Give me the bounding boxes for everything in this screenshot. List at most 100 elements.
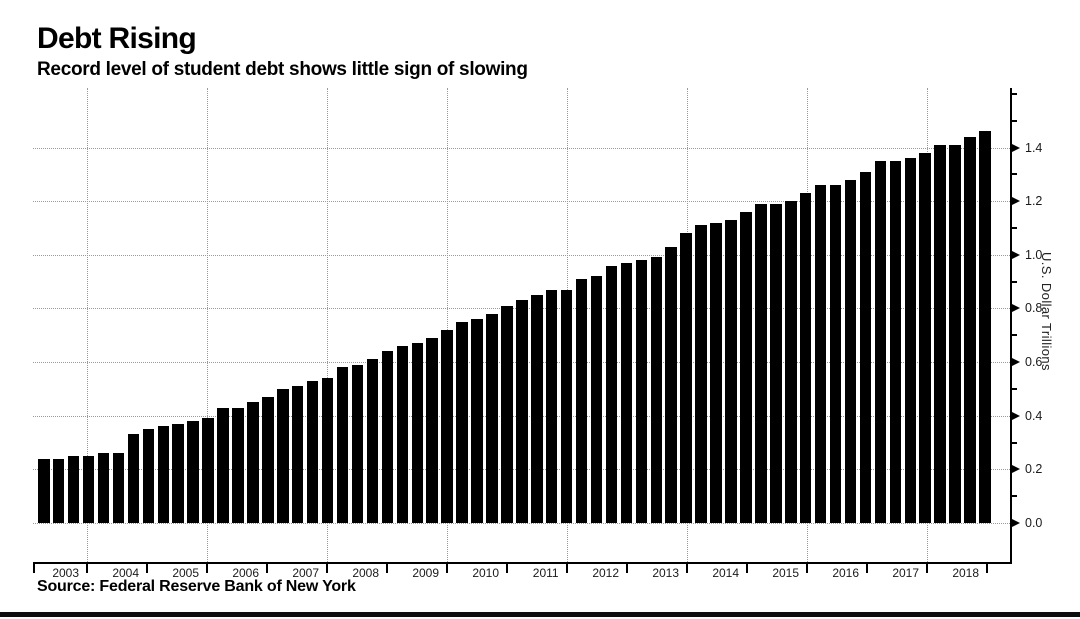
x-axis-year-label: 2010 <box>472 566 500 580</box>
bar-2012-q4 <box>620 262 633 523</box>
chart-title: Debt Rising <box>37 22 197 55</box>
y-axis-tick-label: 1.0 <box>1025 247 1043 262</box>
bar-2017-q2 <box>889 160 902 523</box>
bar-2006-q2 <box>232 407 244 523</box>
bar-2013-q3 <box>665 246 677 523</box>
bar-2009-q2 <box>411 343 423 523</box>
gridline-horizontal <box>33 147 1010 149</box>
y-axis-tick-label: 0.8 <box>1025 301 1043 316</box>
bar-2005-q4 <box>202 418 214 523</box>
x-axis-year-label: 2005 <box>172 566 200 580</box>
bar-2004-q2 <box>112 453 125 523</box>
bar-2008-q2 <box>351 364 364 523</box>
x-axis-tick <box>625 564 628 573</box>
bar-2013-q1 <box>635 260 648 523</box>
x-axis-year-label: 2009 <box>412 566 440 580</box>
bar-2009-q1 <box>396 345 409 523</box>
bar-2004-q3 <box>127 434 140 523</box>
bar-2006-q3 <box>247 402 259 523</box>
y-axis-tick-arrow <box>1012 250 1020 259</box>
bar-2003-q2 <box>52 458 65 523</box>
bar-2008-q3 <box>366 359 379 523</box>
x-axis-year-label: 2017 <box>892 566 920 580</box>
bar-2003-q4 <box>82 455 95 523</box>
y-axis-tick-arrow <box>1012 519 1020 527</box>
x-axis-tick <box>205 564 208 573</box>
bar-2006-q1 <box>217 407 229 523</box>
gridline-vertical <box>446 88 448 562</box>
bar-2010-q2 <box>471 319 483 523</box>
y-axis-tick-arrow <box>1012 465 1020 474</box>
y-axis-minor-tick <box>1012 387 1017 390</box>
y-axis-tick-label: 0.4 <box>1025 408 1043 423</box>
plot-area: 0.0 0.2 0.4 0.6 0.8 1.0 1.2 1.4 2003 2004 2005 2006… <box>33 88 1042 580</box>
bar-2018-q1 <box>934 144 946 523</box>
x-axis-year-label: 2012 <box>592 566 620 580</box>
bar-2011-q3 <box>545 289 558 523</box>
y-axis-title: U.S. Dollar Trillions <box>1039 252 1054 371</box>
bar-2004-q4 <box>142 429 155 523</box>
bar-2015-q1 <box>755 203 767 523</box>
gridline-vertical <box>86 88 88 562</box>
bar-2018-q4 <box>979 131 991 523</box>
gridline-vertical <box>206 88 208 562</box>
bar-2014-q2 <box>710 222 722 523</box>
x-axis-year-label: 2011 <box>532 566 559 580</box>
x-axis-tick <box>685 564 688 573</box>
x-axis-tick <box>325 564 328 573</box>
bar-2005-q2 <box>172 423 184 523</box>
x-axis-year-label: 2013 <box>652 566 680 580</box>
x-axis-tick <box>925 564 928 573</box>
bar-2012-q2 <box>590 276 603 523</box>
gridline-horizontal <box>33 201 1010 203</box>
x-axis-tick <box>985 564 988 573</box>
y-axis-tick-arrow <box>1012 411 1020 420</box>
x-axis-year-label: 2014 <box>712 566 740 580</box>
y-axis-minor-tick <box>1012 334 1017 337</box>
bar-2012-q3 <box>605 265 618 523</box>
bar-2017-q4 <box>919 152 931 523</box>
y-axis-minor-tick <box>1012 226 1017 229</box>
x-axis-year-label: 2006 <box>232 566 260 580</box>
y-axis-tick-arrow <box>1012 358 1020 367</box>
x-axis-tick <box>805 564 808 573</box>
bar-2014-q3 <box>725 219 737 523</box>
bar-2015-q2 <box>770 203 782 523</box>
x-axis-tick <box>745 564 748 573</box>
bar-2005-q1 <box>157 426 170 523</box>
y-axis-minor-tick <box>1012 280 1017 283</box>
bar-2016-q3 <box>844 179 857 523</box>
bar-2011-q4 <box>560 289 573 523</box>
source-note: Source: Federal Reserve Bank of New York <box>37 578 356 595</box>
x-axis-tick <box>505 564 508 573</box>
bar-2011-q2 <box>531 295 543 523</box>
gridline-horizontal <box>33 523 1010 524</box>
bar-2018-q2 <box>949 144 961 523</box>
y-axis-minor-tick <box>1012 495 1017 498</box>
x-axis-year-label: 2018 <box>952 566 980 580</box>
x-axis-year-label: 2003 <box>52 566 80 580</box>
bar-2011-q1 <box>516 300 528 523</box>
y-axis-minor-tick <box>1012 441 1017 444</box>
x-axis-year-label: 2004 <box>112 566 140 580</box>
y-axis-minor-tick <box>1012 92 1017 95</box>
bar-2008-q1 <box>336 367 349 523</box>
y-axis-tick-label: 0.2 <box>1025 462 1043 477</box>
y-axis-tick-arrow <box>1012 197 1020 206</box>
y-axis-tick-label: 1.4 <box>1025 140 1043 155</box>
x-axis-tick <box>445 564 448 573</box>
bar-2007-q3 <box>306 380 319 523</box>
chart-subtitle: Record level of student debt shows littl… <box>37 59 528 80</box>
x-axis-tick <box>385 564 388 573</box>
bar-2014-q1 <box>695 225 707 523</box>
x-axis-year-label: 2015 <box>772 566 800 580</box>
gridline-horizontal <box>33 254 1010 256</box>
y-axis-minor-tick <box>1012 173 1017 176</box>
x-axis-year-label: 2008 <box>352 566 380 580</box>
bar-2013-q2 <box>650 257 663 523</box>
bar-2003-q1 <box>38 458 50 523</box>
x-axis-tick <box>33 564 35 573</box>
x-axis-tick <box>265 564 268 573</box>
bar-2014-q4 <box>740 211 752 523</box>
